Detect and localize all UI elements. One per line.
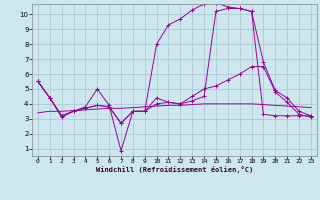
- X-axis label: Windchill (Refroidissement éolien,°C): Windchill (Refroidissement éolien,°C): [96, 166, 253, 173]
